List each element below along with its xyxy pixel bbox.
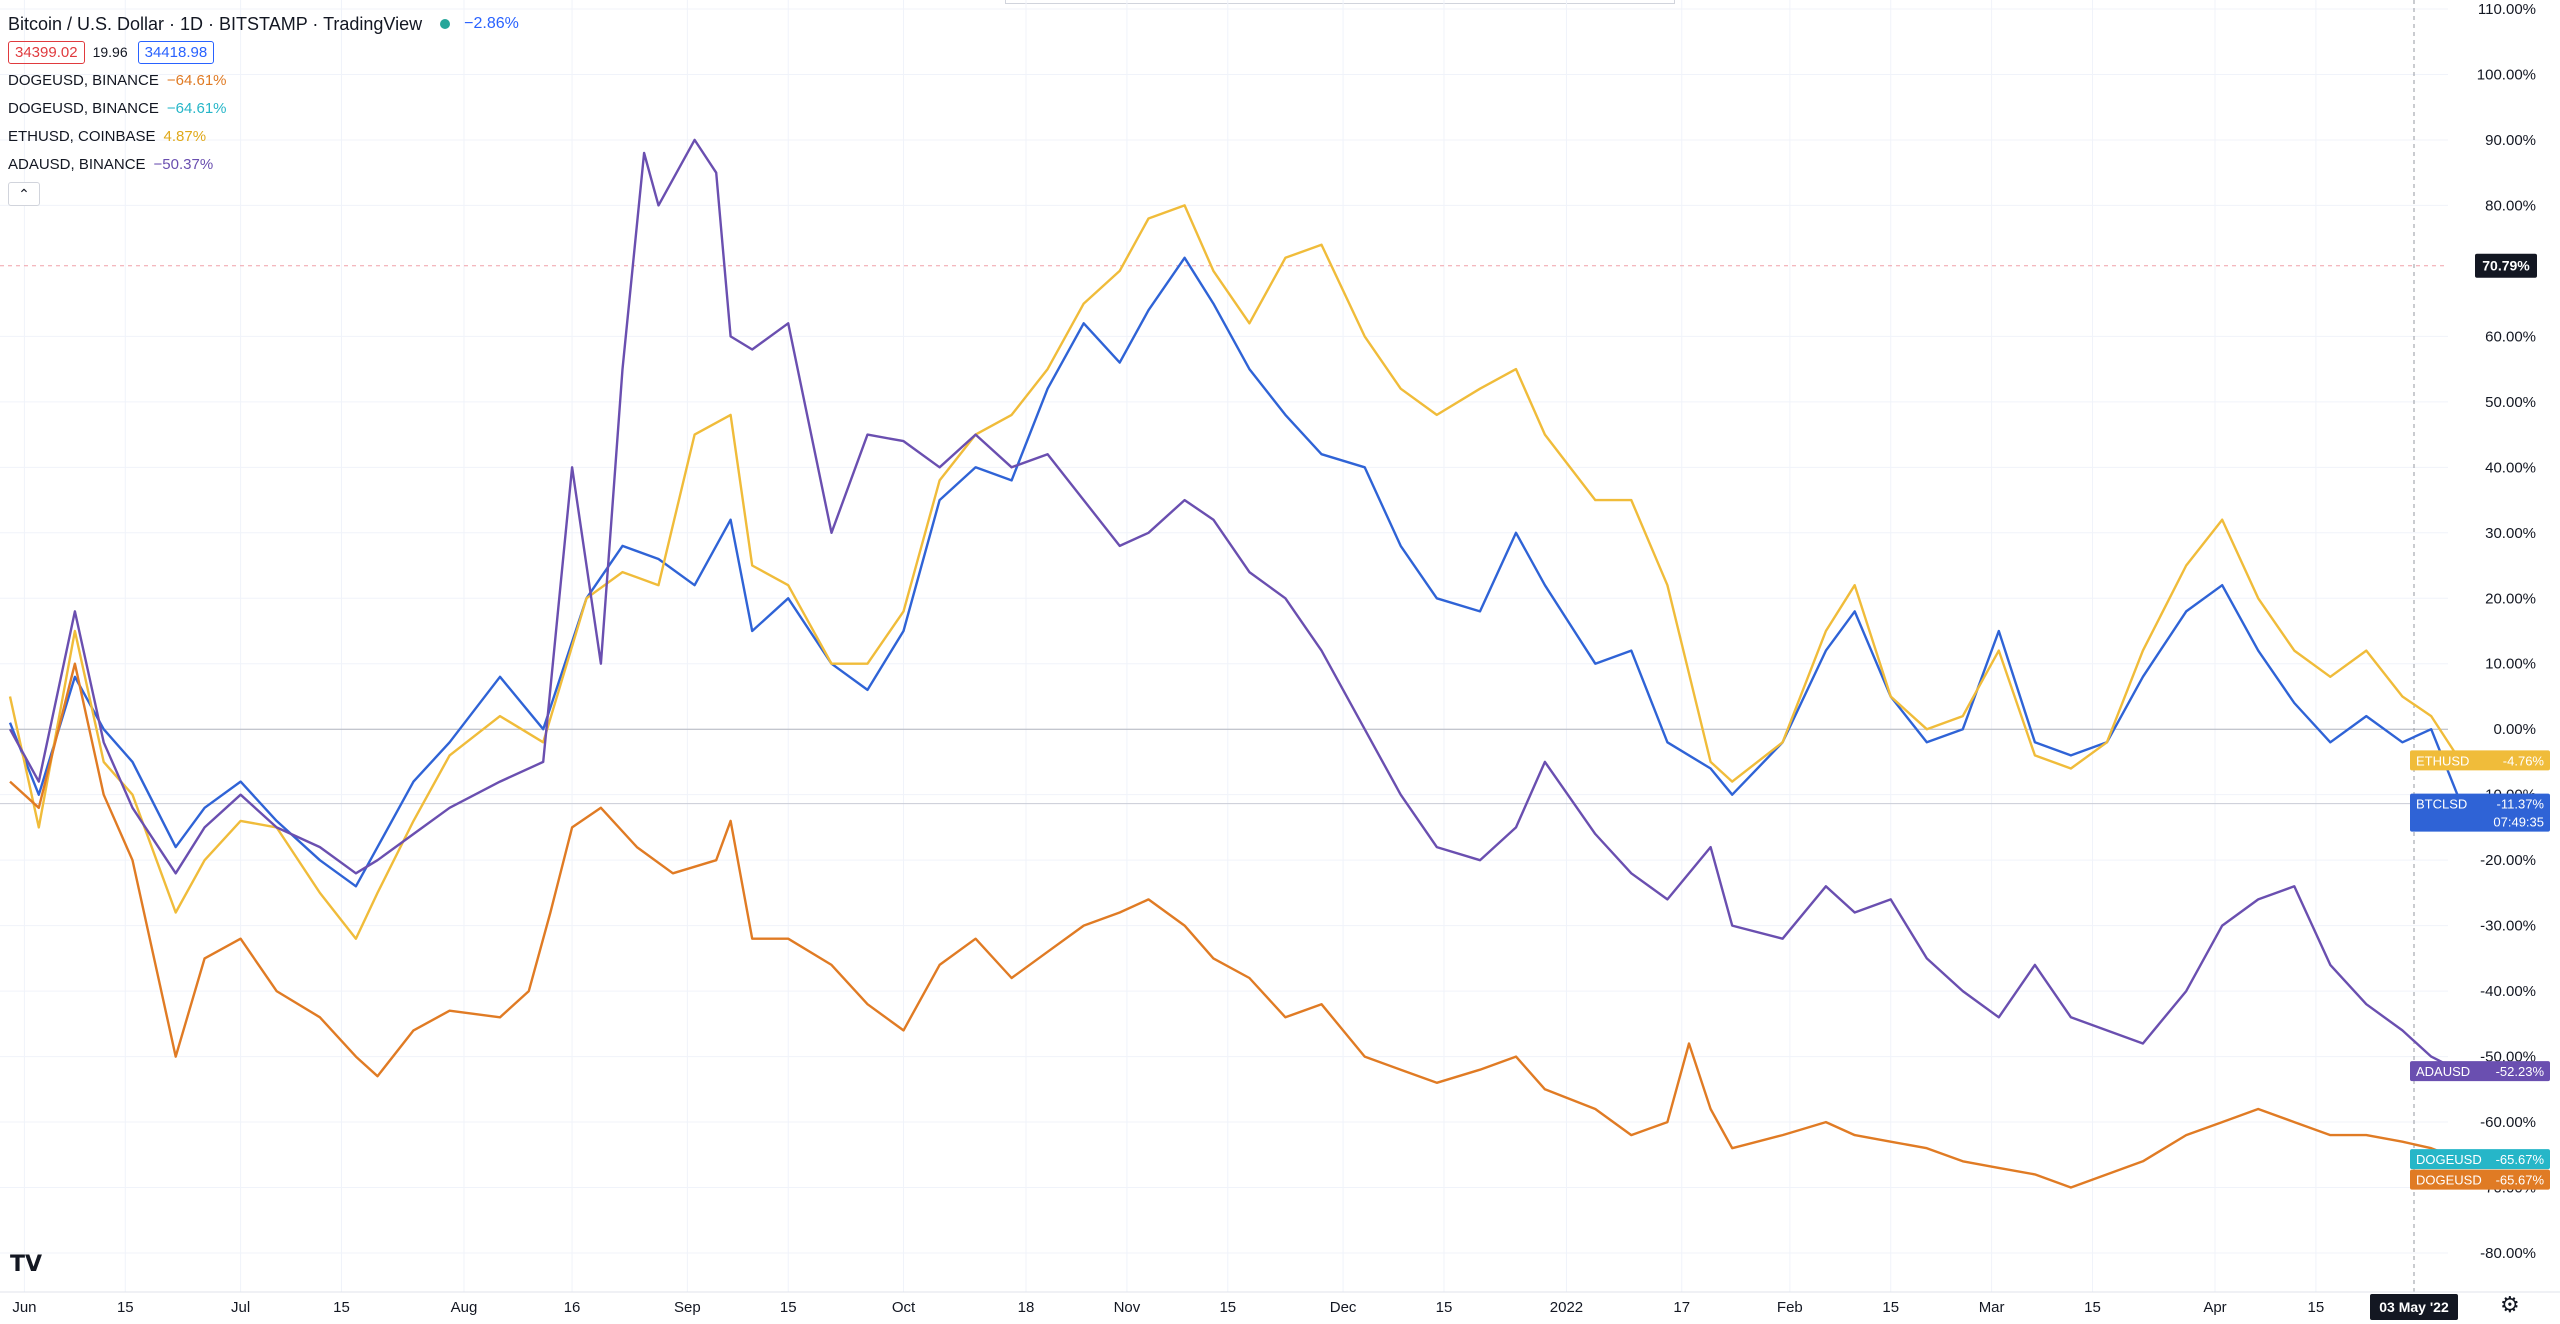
x-tick-label: 15: [1436, 1299, 1453, 1316]
legend-value: −64.61%: [166, 99, 227, 117]
y-tick-label: -30.00%: [2480, 918, 2536, 935]
x-tick-label: 15: [780, 1299, 797, 1316]
y-tick-label: 40.00%: [2485, 459, 2536, 476]
top-tab-edge: [1005, 0, 1675, 4]
price-tag-name: ETHUSD: [2416, 753, 2469, 768]
legend-item[interactable]: DOGEUSD, BINANCE −64.61%: [8, 66, 519, 94]
y-tick-label: -40.00%: [2480, 983, 2536, 1000]
price-tag-value: -11.37%: [2497, 797, 2545, 812]
price-tag-name: DOGEUSD: [2416, 1152, 2482, 1167]
ask-price[interactable]: 34418.98: [137, 40, 215, 64]
x-tick-label: 15: [2308, 1299, 2325, 1316]
price-tag-value: -65.67%: [2496, 1152, 2545, 1167]
crosshair-value-badge: [2475, 253, 2537, 278]
cursor-date-label: 03 May '22: [2379, 1299, 2449, 1315]
y-tick-label: 110.00%: [2478, 1, 2536, 18]
x-tick-label: Apr: [2203, 1299, 2226, 1316]
chart-title: Bitcoin / U.S. Dollar · 1D · BITSTAMP · …: [8, 13, 423, 34]
chevron-up-icon[interactable]: ⌃: [8, 182, 40, 206]
legend-title-row: Bitcoin / U.S. Dollar · 1D · BITSTAMP · …: [8, 10, 519, 38]
y-tick-label: 80.00%: [2485, 197, 2536, 214]
x-tick-label: Mar: [1979, 1299, 2005, 1316]
price-tag-dogeusd: [2410, 1169, 2550, 1190]
x-tick-label: 18: [1018, 1299, 1035, 1316]
x-tick-label: Oct: [892, 1299, 916, 1316]
x-tick-label: Aug: [451, 1299, 478, 1316]
x-tick-label: 15: [333, 1299, 350, 1316]
y-tick-label: 10.00%: [2485, 656, 2536, 673]
price-tag-adausd: [2410, 1061, 2550, 1082]
y-tick-label: 60.00%: [2485, 328, 2536, 345]
price-tag-btclsd: [2410, 793, 2550, 832]
y-tick-label: 90.00%: [2485, 132, 2536, 149]
y-tick-label: 20.00%: [2485, 590, 2536, 607]
price-tag-name: DOGEUSD: [2416, 1173, 2482, 1188]
y-tick-label: -60.00%: [2480, 1114, 2536, 1131]
series-line-btcusd: [8, 256, 2462, 888]
price-tag-value: -52.23%: [2496, 1064, 2545, 1079]
legend-value: 4.87%: [163, 127, 207, 145]
y-tick-label: -80.00%: [2480, 1245, 2536, 1262]
x-tick-label: Nov: [1114, 1299, 1141, 1316]
x-tick-label: Dec: [1330, 1299, 1357, 1316]
price-tag-value: -4.76%: [2503, 753, 2545, 768]
legend-collapse-row: ⌃: [8, 178, 519, 206]
legend-symbol: ADAUSD, BINANCE: [8, 155, 146, 173]
x-tick-label: Jun: [12, 1299, 36, 1316]
x-tick-label: Feb: [1777, 1299, 1803, 1316]
chart-legend: Bitcoin / U.S. Dollar · 1D · BITSTAMP · …: [8, 10, 519, 206]
x-tick-label: 17: [1673, 1299, 1690, 1316]
cursor-date-badge: [2370, 1294, 2458, 1320]
y-tick-label: 30.00%: [2485, 525, 2536, 542]
y-tick-label: 50.00%: [2485, 394, 2536, 411]
price-tag-ethusd: [2410, 750, 2550, 771]
y-tick-label: 0.00%: [2493, 721, 2536, 738]
x-tick-label: Jul: [231, 1299, 250, 1316]
bid-price[interactable]: 34399.02: [8, 40, 85, 64]
crosshair-value-label: 70.79%: [2482, 258, 2530, 274]
spread-value: 19.96: [92, 44, 128, 60]
x-tick-label: 2022: [1550, 1299, 1583, 1316]
price-tag-countdown: 07:49:35: [2493, 815, 2544, 830]
chart-change: −2.86%: [464, 15, 519, 32]
x-tick-label: 15: [1882, 1299, 1899, 1316]
legend-value: −64.61%: [166, 71, 227, 89]
legend-price-row: 34399.02 19.96 34418.98: [8, 38, 519, 66]
x-tick-label: 16: [564, 1299, 581, 1316]
legend-item[interactable]: DOGEUSD, BINANCE −64.61%: [8, 94, 519, 122]
x-tick-label: 15: [2084, 1299, 2101, 1316]
gear-icon[interactable]: ⚙: [2500, 1292, 2520, 1317]
x-tick-label: 15: [1219, 1299, 1236, 1316]
y-tick-label: 100.00%: [2477, 66, 2536, 83]
legend-symbol: ETHUSD, COINBASE: [8, 127, 156, 145]
price-tag-name: BTCLSD: [2416, 797, 2467, 812]
market-open-icon: [440, 19, 451, 29]
series-line-ethusd: [8, 204, 2462, 940]
legend-item[interactable]: ADAUSD, BINANCE −50.37%: [8, 150, 519, 178]
legend-item[interactable]: ETHUSD, COINBASE 4.87%: [8, 122, 519, 150]
legend-symbol: DOGEUSD, BINANCE: [8, 71, 159, 89]
legend-value: −50.37%: [153, 155, 214, 173]
tradingview-logo[interactable]: TV: [10, 1252, 43, 1277]
price-tag-dogeusd: [2410, 1149, 2550, 1170]
series-line-adausd: [8, 138, 2461, 1073]
series-line-dogeusd: [9, 662, 2461, 1189]
y-tick-label: -20.00%: [2480, 852, 2536, 869]
legend-symbol: DOGEUSD, BINANCE: [8, 99, 159, 117]
price-tag-value: -65.67%: [2496, 1173, 2545, 1188]
x-tick-label: 15: [117, 1299, 134, 1316]
price-tag-name: ADAUSD: [2416, 1064, 2470, 1079]
x-tick-label: Sep: [674, 1299, 701, 1316]
